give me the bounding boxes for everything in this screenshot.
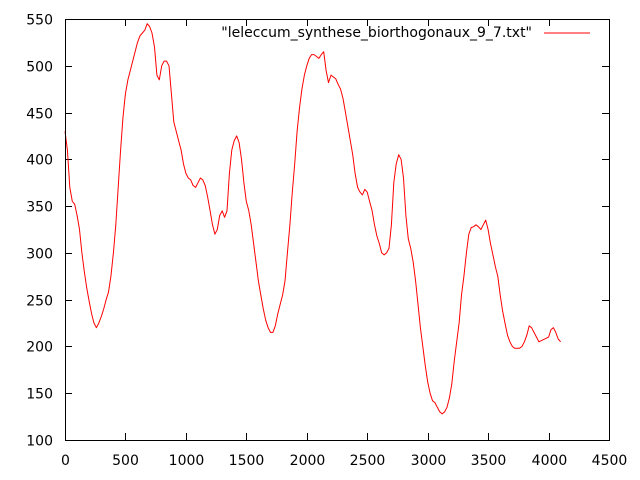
y-tick-label: 100: [26, 434, 53, 450]
y-tick-label: 400: [26, 153, 53, 169]
x-tick-label: 2000: [290, 453, 326, 469]
axis-ticks: 0 500 1000 1500 2000 2500 3000 3500 4000 4500 100 1…: [26, 13, 627, 470]
y-tick-label: 200: [26, 340, 53, 356]
x-tick-label: 500: [112, 453, 139, 469]
y-tick-label: 250: [26, 294, 53, 310]
y-tick-label: 450: [26, 107, 53, 123]
y-tick-label: 550: [26, 13, 53, 29]
x-tick-label: 0: [61, 453, 70, 469]
x-tick-label: 4000: [532, 453, 568, 469]
x-tick-label: 3500: [471, 453, 507, 469]
plot-frame: [65, 19, 610, 441]
series-layer: [64, 23, 561, 415]
y-tick-label: 350: [26, 200, 53, 216]
x-tick-label: 2500: [350, 453, 386, 469]
legend: "leleccum_synthese_biorthogonaux_9_7.txt…: [221, 25, 590, 41]
x-tick-label: 1000: [169, 453, 205, 469]
series-line: [64, 23, 561, 415]
legend-label: "leleccum_synthese_biorthogonaux_9_7.txt…: [221, 25, 532, 41]
x-tick-label: 1500: [229, 453, 265, 469]
x-tick-label: 3000: [411, 453, 447, 469]
y-tick-label: 500: [26, 60, 53, 76]
y-tick-label: 150: [26, 387, 53, 403]
x-tick-label: 4500: [592, 453, 628, 469]
y-tick-label: 300: [26, 247, 53, 263]
